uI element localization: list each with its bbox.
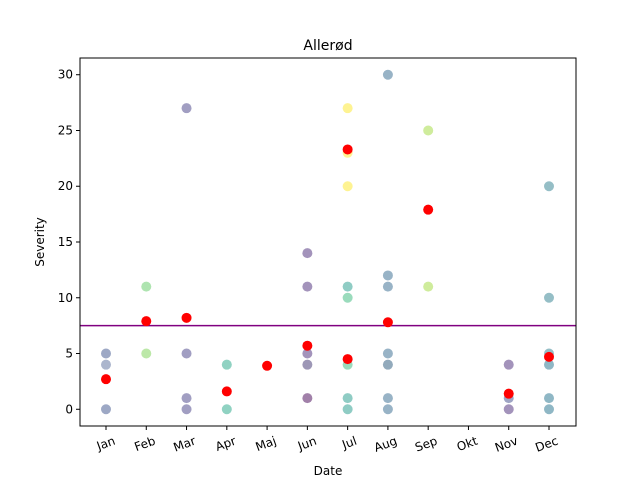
- data-point: [101, 359, 111, 370]
- data-point: [423, 125, 434, 136]
- mean-point: [141, 316, 152, 327]
- x-tick-label: Okt: [455, 434, 480, 454]
- y-axis-label: Severity: [33, 217, 47, 267]
- data-point: [342, 292, 353, 303]
- x-tick-label: Jun: [295, 434, 318, 454]
- mean-point: [221, 386, 232, 397]
- chart-title: Allerød: [303, 38, 352, 54]
- x-tick-label: Feb: [133, 434, 158, 454]
- data-point: [302, 393, 313, 404]
- data-point: [181, 348, 192, 359]
- data-point: [141, 281, 152, 292]
- mean-point: [342, 144, 353, 155]
- y-tick-label: 20: [58, 179, 73, 193]
- y-tick-label: 0: [65, 402, 73, 416]
- data-point: [101, 404, 111, 415]
- data-point: [382, 270, 393, 281]
- data-point: [302, 281, 313, 292]
- mean-point: [423, 204, 434, 215]
- x-tick-label: Jul: [339, 434, 358, 452]
- data-point: [342, 181, 353, 192]
- y-tick-label: 30: [58, 68, 73, 82]
- data-point: [544, 393, 554, 404]
- data-point: [302, 359, 313, 370]
- data-point: [544, 359, 554, 370]
- data-point: [342, 103, 353, 114]
- data-point: [181, 393, 192, 404]
- mean-point: [101, 374, 111, 385]
- data-point: [302, 248, 313, 259]
- y-tick-label: 15: [58, 235, 73, 249]
- y-tick-label: 25: [58, 123, 73, 137]
- data-point: [382, 348, 393, 359]
- mean-point: [544, 351, 554, 362]
- x-axis: Jan Feb Mar Apr Maj Jun Jul Aug Sep Okt Nov Dec: [94, 426, 560, 455]
- data-point: [181, 404, 192, 415]
- y-axis: 0 5 10 15 20 25 30: [58, 68, 80, 416]
- mean-point: [342, 354, 353, 365]
- mean-point: [302, 340, 313, 351]
- data-point: [221, 404, 232, 415]
- plot-area: [80, 69, 576, 415]
- data-point: [342, 281, 353, 292]
- x-tick-label: Jan: [94, 434, 117, 454]
- data-point: [342, 404, 353, 415]
- data-point: [382, 359, 393, 370]
- data-point: [382, 281, 393, 292]
- mean-point: [262, 360, 273, 371]
- data-point: [423, 281, 434, 292]
- data-point: [382, 393, 393, 404]
- x-axis-label: Date: [314, 464, 343, 478]
- data-point: [141, 348, 152, 359]
- data-point: [503, 359, 514, 370]
- y-tick-label: 5: [65, 347, 73, 361]
- data-point: [544, 404, 554, 415]
- data-point: [181, 103, 192, 114]
- data-point: [221, 359, 232, 370]
- mean-point: [181, 312, 192, 323]
- data-point: [382, 69, 393, 80]
- x-tick-label: Maj: [254, 434, 279, 454]
- data-point: [544, 292, 554, 303]
- data-point: [503, 404, 514, 415]
- data-point: [101, 348, 111, 359]
- y-tick-label: 10: [58, 291, 73, 305]
- data-point: [302, 348, 313, 359]
- data-point: [544, 181, 554, 192]
- data-point: [342, 393, 353, 404]
- mean-point: [382, 317, 393, 328]
- data-point: [382, 404, 393, 415]
- x-tick-label: Apr: [214, 434, 238, 454]
- mean-point: [503, 388, 514, 399]
